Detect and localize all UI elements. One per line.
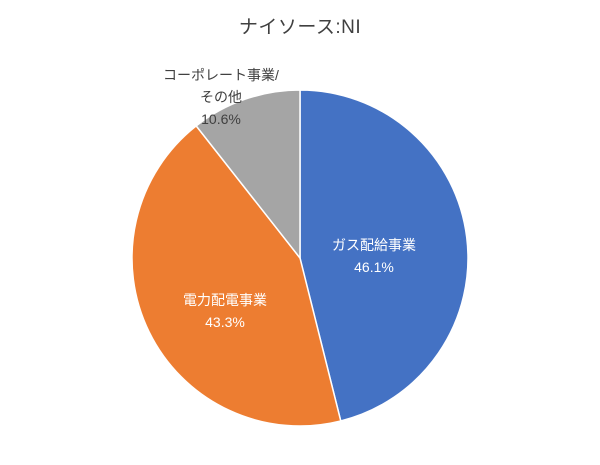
slice-label-corporate-other: コーポレート事業/ その他 10.6% <box>163 64 279 130</box>
slice-label-corporate-other-percent: 10.6% <box>201 111 241 127</box>
slice-label-corporate-other-line1: コーポレート事業/ <box>163 67 279 83</box>
pie-slice-corporate-other <box>195 89 301 261</box>
pie-slice-electric-distribution <box>131 124 342 427</box>
slice-label-gas-distribution-name: ガス配給事業 <box>332 237 416 253</box>
pie-slice-gas-distribution <box>299 89 469 422</box>
slice-label-electric-distribution: 電力配電事業 43.3% <box>183 289 267 333</box>
slice-label-electric-distribution-percent: 43.3% <box>205 314 245 330</box>
slice-label-gas-distribution-percent: 46.1% <box>354 259 394 275</box>
slice-label-electric-distribution-name: 電力配電事業 <box>183 292 267 308</box>
slice-label-corporate-other-line2: その他 <box>199 89 242 105</box>
chart-title: ナイソース:NI <box>238 17 362 38</box>
slice-label-gas-distribution: ガス配給事業 46.1% <box>332 234 416 278</box>
